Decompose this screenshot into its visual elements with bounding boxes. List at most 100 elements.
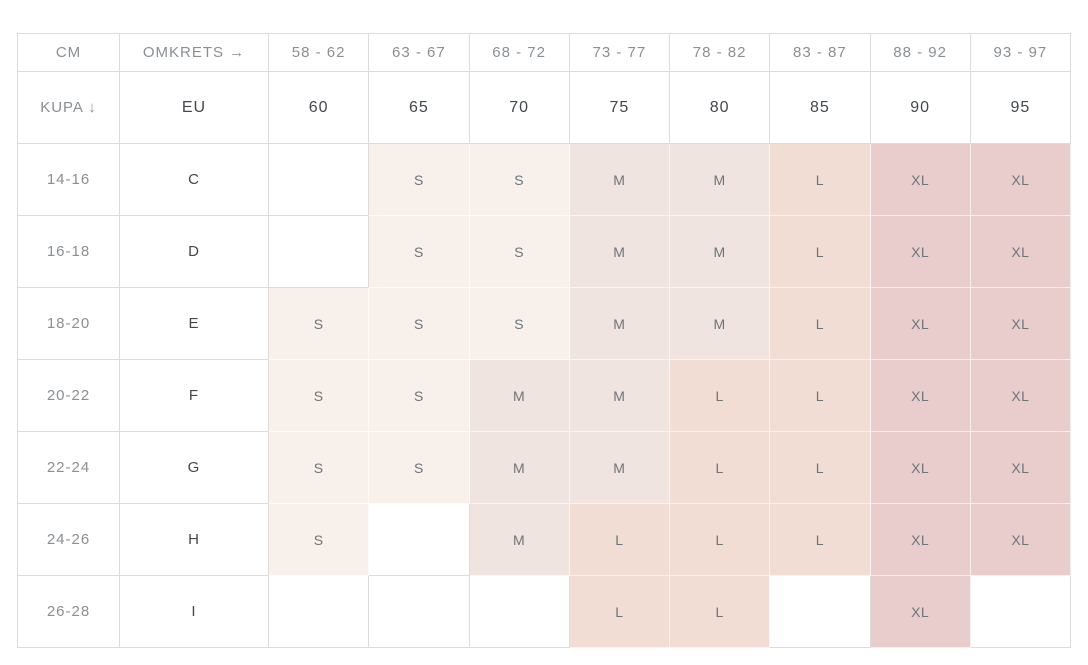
cup-range-cell: 14-16 [18, 144, 120, 216]
cup-letter-cell: C [120, 144, 269, 216]
eu-size-row: KUPA ↓ EU 60 65 70 75 80 85 90 95 [18, 72, 1071, 144]
empty-cell [269, 216, 370, 288]
corner-kupa-cell: KUPA ↓ [18, 72, 120, 144]
empty-cell [469, 576, 570, 648]
empty-cell [269, 576, 370, 648]
size-cell: L [770, 432, 871, 504]
size-cell: S [369, 288, 470, 360]
eu-size-cell: 60 [269, 72, 370, 144]
empty-cell [369, 504, 470, 576]
cup-letter-cell: G [120, 432, 269, 504]
table-row: 16-18 D S S M M L XL XL [18, 216, 1071, 288]
size-cell: XL [870, 216, 971, 288]
cup-range-cell: 26-28 [18, 576, 120, 648]
circumference-header-cell: 78 - 82 [670, 34, 771, 72]
size-cell: M [469, 504, 570, 576]
cup-letter-cell: F [120, 360, 269, 432]
cup-range-cell: 22-24 [18, 432, 120, 504]
size-cell: M [569, 216, 670, 288]
size-cell: L [670, 360, 771, 432]
circumference-header-cell: 63 - 67 [369, 34, 470, 72]
size-cell: L [670, 576, 771, 648]
size-cell: L [770, 360, 871, 432]
size-cell: XL [970, 432, 1071, 504]
cup-range-cell: 24-26 [18, 504, 120, 576]
eu-size-cell: 90 [870, 72, 971, 144]
size-cell: S [369, 432, 470, 504]
size-cell: M [469, 432, 570, 504]
size-cell: XL [870, 288, 971, 360]
size-cell: L [770, 504, 871, 576]
table-row: 26-28 I L L XL [18, 576, 1071, 648]
size-cell: S [369, 216, 470, 288]
corner-cm-cell: CM [18, 34, 120, 72]
size-cell: S [269, 288, 370, 360]
size-cell: S [269, 504, 370, 576]
table-row: 14-16 C S S M M L XL XL [18, 144, 1071, 216]
circumference-header-cell: 68 - 72 [469, 34, 570, 72]
cup-letter-cell: E [120, 288, 269, 360]
circumference-header-row: CM OMKRETS → 58 - 62 63 - 67 68 - 72 73 … [18, 34, 1071, 72]
size-cell: L [670, 432, 771, 504]
size-cell: XL [870, 144, 971, 216]
eu-size-cell: 80 [670, 72, 771, 144]
eu-size-cell: 95 [970, 72, 1071, 144]
size-cell: XL [870, 360, 971, 432]
size-cell: XL [870, 432, 971, 504]
size-cell: M [670, 216, 771, 288]
empty-cell [369, 576, 470, 648]
circumference-header-cell: 73 - 77 [569, 34, 670, 72]
size-cell: M [670, 288, 771, 360]
eu-size-cell: 75 [569, 72, 670, 144]
circumference-header-cell: 88 - 92 [870, 34, 971, 72]
cup-letter-cell: H [120, 504, 269, 576]
empty-cell [970, 576, 1071, 648]
size-cell: S [469, 144, 570, 216]
table-row: 20-22 F S S M M L L XL XL [18, 360, 1071, 432]
size-cell: M [569, 432, 670, 504]
size-cell: XL [970, 288, 1071, 360]
size-cell: S [469, 288, 570, 360]
size-cell: L [770, 216, 871, 288]
size-cell: L [670, 504, 771, 576]
size-cell: S [469, 216, 570, 288]
eu-size-cell: 65 [369, 72, 470, 144]
size-cell: M [469, 360, 570, 432]
size-cell: M [569, 360, 670, 432]
omkrets-axis-cell: OMKRETS → [120, 34, 269, 72]
table-row: 22-24 G S S M M L L XL XL [18, 432, 1071, 504]
size-cell: M [569, 288, 670, 360]
size-cell: XL [970, 144, 1071, 216]
size-cell: S [269, 360, 370, 432]
cup-letter-cell: D [120, 216, 269, 288]
size-cell: XL [970, 216, 1071, 288]
size-grid-body: 14-16 C S S M M L XL XL 16-18 D S S M M L XL XL 18-20 E S S S M… [18, 144, 1071, 648]
size-cell: L [569, 576, 670, 648]
cup-range-cell: 16-18 [18, 216, 120, 288]
size-cell: M [670, 144, 771, 216]
size-cell: XL [970, 360, 1071, 432]
cup-range-cell: 18-20 [18, 288, 120, 360]
circumference-header-cell: 58 - 62 [269, 34, 370, 72]
size-cell: XL [870, 504, 971, 576]
size-chart-table: CM OMKRETS → 58 - 62 63 - 67 68 - 72 73 … [17, 33, 1071, 648]
empty-cell [770, 576, 871, 648]
size-cell: L [569, 504, 670, 576]
size-cell: S [369, 144, 470, 216]
circumference-header-cell: 83 - 87 [770, 34, 871, 72]
cup-letter-cell: I [120, 576, 269, 648]
eu-size-cell: 85 [770, 72, 871, 144]
empty-cell [269, 144, 370, 216]
size-cell: XL [970, 504, 1071, 576]
table-row: 24-26 H S M L L L XL XL [18, 504, 1071, 576]
size-cell: S [269, 432, 370, 504]
circumference-header-cell: 93 - 97 [970, 34, 1071, 72]
size-cell: L [770, 288, 871, 360]
cup-range-cell: 20-22 [18, 360, 120, 432]
size-cell: S [369, 360, 470, 432]
size-cell: XL [870, 576, 971, 648]
size-cell: M [569, 144, 670, 216]
eu-label-cell: EU [120, 72, 269, 144]
eu-size-cell: 70 [469, 72, 570, 144]
table-row: 18-20 E S S S M M L XL XL [18, 288, 1071, 360]
